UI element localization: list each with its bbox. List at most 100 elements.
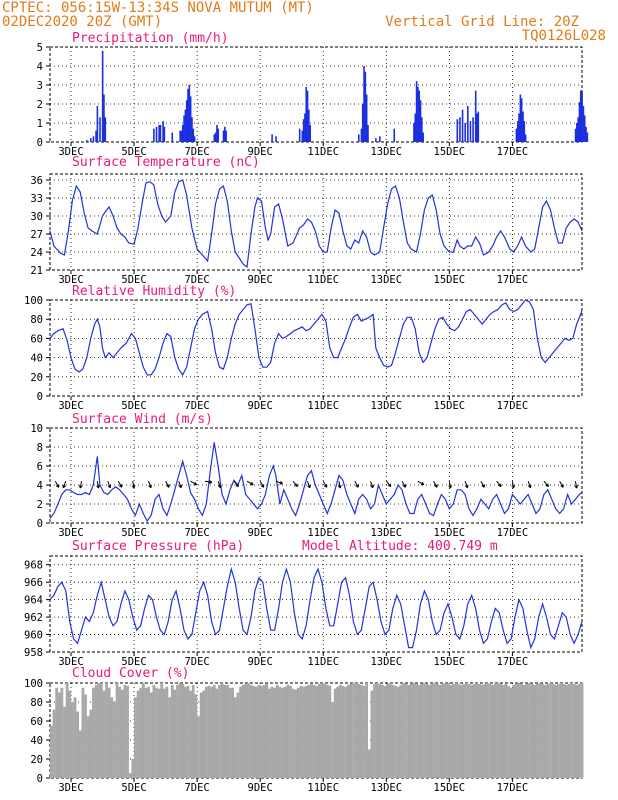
precip-bar [222,130,225,142]
wind-arrow [527,481,532,489]
cloud-bar [186,685,190,778]
cloud-bar [496,683,500,778]
cloud-bar [562,683,566,778]
header-run-time: 02DEC2020 20Z (GMT) [2,14,162,30]
precip-bar [516,121,519,142]
cloud-bar [378,683,382,778]
precip-bar [522,111,524,142]
cloud-bar [420,683,424,778]
wind-arrow [292,480,299,488]
precip-bar [365,94,368,142]
x-tick-label: 13DEC [370,527,402,539]
wind-arrow-head [513,485,516,489]
cloud-bar [333,688,337,778]
precip-bar [306,90,309,142]
y-tick-label: 60 [30,716,43,728]
cloud-bar [328,685,332,778]
cloud-bar [325,684,329,778]
wind-arrow [233,480,239,488]
cloud-bar [220,683,224,778]
cloud-bar [294,689,298,778]
wind-arrow-shaft [448,481,452,489]
cloud-bar [454,683,458,778]
header-model-code: TQ0126L028 [522,28,606,44]
precip-bar [104,117,107,142]
cloud-bar [86,716,90,778]
cloud-bar [536,683,539,778]
cloud-bar [365,683,369,778]
cloud-bar [68,690,72,778]
x-tick-label: 17DEC [497,656,529,668]
precip-bar [576,123,578,142]
cloud-bar [373,683,376,778]
wind-line [49,442,583,523]
x-tick-label: 13DEC [370,146,402,158]
y-tick-label: 4 [37,61,43,73]
cloud-bar [170,684,174,778]
cloud-bar [205,686,208,778]
precip-bar [520,98,523,142]
x-tick-label: 9DEC [248,146,273,158]
cloud-bar [210,686,214,778]
y-tick-label: 10 [30,423,43,435]
precip-bar [413,123,415,142]
y-tick-label: 0 [37,773,43,785]
cloud-bar [99,683,103,778]
wind-arrow-shaft [401,480,406,488]
wind-arrow-shaft [574,481,578,489]
wind-arrow-shaft [433,480,438,488]
cloud-bar [52,709,56,778]
wind-arrow-shaft [178,481,182,488]
cloud-bar [436,683,439,778]
precip-bar [585,126,587,142]
precip-bar [367,124,369,142]
wind-arrow [165,480,170,488]
precip-bar [581,92,583,142]
cloud-bar [567,683,571,778]
cloud-bar [94,684,98,778]
wind-arrow-shaft [117,480,123,488]
cloud-cover-panel: 0 20 40 60 80 100 3DEC 5DEC 7DEC 9DEC 11DEC 13DEC 15… [24,666,584,794]
wind-arrow [574,481,579,489]
cloud-bar [554,684,558,778]
cloud-bar [136,690,140,778]
cloud-bar [543,684,547,778]
precip-bar [158,124,160,142]
cloud-bar [336,686,340,778]
precip-bar [469,121,472,142]
x-tick-label: 17DEC [497,146,529,158]
precip-bar [224,126,226,142]
x-tick-label: 11DEC [307,400,339,412]
wind-arrow [354,480,359,488]
cloud-bar [296,687,300,778]
cloud-bar [572,683,576,778]
x-tick-label: 7DEC [184,656,209,668]
x-tick-label: 13DEC [370,656,402,668]
panel-frame [49,427,583,524]
cloud-bar [446,683,450,778]
wind-arrow [54,480,60,488]
cloud-bar [349,683,353,778]
y-tick-label: 8 [37,442,43,454]
x-tick-label: 11DEC [307,146,339,158]
cloud-bar [430,683,434,778]
cloud-bar [575,684,579,778]
y-tick-label: 968 [24,560,43,572]
wind-arrow [433,480,438,488]
precip-bar [171,132,174,142]
cloud-bar [286,684,290,778]
precip-bar [185,100,188,142]
precip-bar [361,104,364,142]
x-tick-label: 15DEC [434,782,466,794]
x-tick-label: 5DEC [121,527,146,539]
precip-bar [304,113,306,142]
cloud-bar [265,683,269,778]
precip-bar [95,130,97,142]
wind-arrow [148,481,152,489]
cloud-bar [218,684,221,778]
precip-bar [189,96,192,142]
cloud-bar [407,684,411,778]
precip-bar [414,113,417,142]
x-tick-label: 9DEC [248,400,273,412]
